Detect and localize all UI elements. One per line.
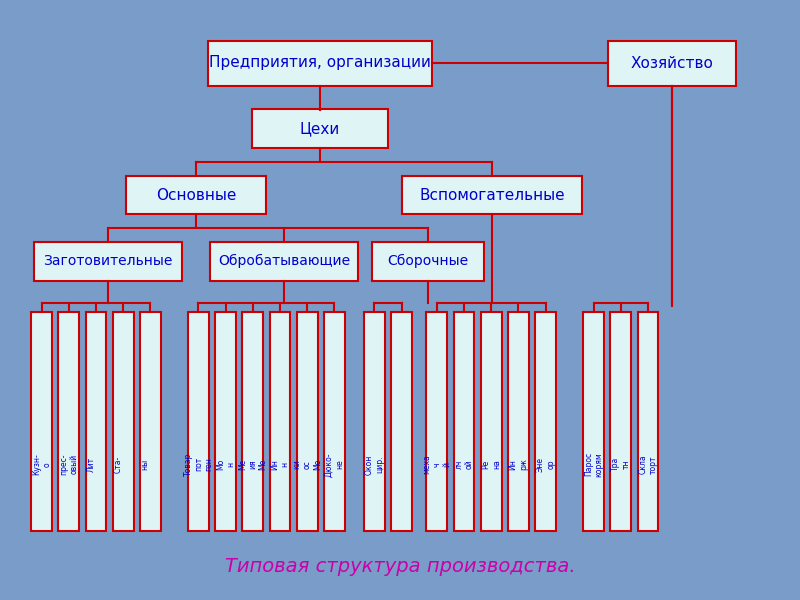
Text: Основные: Основные [156,187,236,202]
Text: Ин
н: Ин н [270,459,290,470]
Text: Ре
на: Ре на [482,460,501,469]
Text: Лит: Лит [86,457,106,472]
Text: лч
ой: лч ой [454,460,474,469]
Text: ны: ны [141,459,160,470]
FancyBboxPatch shape [297,312,318,531]
FancyBboxPatch shape [126,175,266,214]
FancyBboxPatch shape [242,312,263,531]
FancyBboxPatch shape [610,312,631,531]
Text: Товар
пот
ген: Товар пот ген [183,452,214,476]
Text: Хозяйство: Хозяйство [630,55,714,70]
Text: Типовая структура производства.: Типовая структура производства. [225,557,575,577]
FancyBboxPatch shape [508,312,529,531]
FancyBboxPatch shape [391,312,412,531]
FancyBboxPatch shape [638,312,658,531]
Text: Ме
ия
Ме: Ме ия Ме [238,459,268,470]
Text: ки
ос
Ме: ки ос Ме [292,459,322,470]
FancyBboxPatch shape [113,312,134,531]
Text: Ин
рж: Ин рж [509,458,528,470]
FancyBboxPatch shape [364,312,385,531]
FancyBboxPatch shape [372,242,484,280]
Text: Тра
тн: Тра тн [611,457,630,472]
Text: Мо
н: Мо н [216,459,235,470]
FancyBboxPatch shape [86,312,106,531]
FancyBboxPatch shape [454,312,474,531]
FancyBboxPatch shape [252,109,388,148]
Text: Сборочные: Сборочные [387,254,469,268]
FancyBboxPatch shape [188,312,209,531]
Text: Окон
цир.: Окон цир. [365,454,384,475]
FancyBboxPatch shape [34,242,182,280]
Text: Обробатывающие: Обробатывающие [218,254,350,268]
FancyBboxPatch shape [481,312,502,531]
Text: Скла
торт: Скла торт [638,455,658,474]
FancyBboxPatch shape [208,40,432,85]
Text: Дюко-
не: Дюко- не [325,452,344,476]
FancyBboxPatch shape [270,312,290,531]
Text: Ста-: Ста- [114,456,133,473]
FancyBboxPatch shape [583,312,604,531]
FancyBboxPatch shape [210,242,358,280]
Text: Кузн-
о: Кузн- о [32,454,51,475]
FancyBboxPatch shape [215,312,236,531]
Text: Парос
корям: Парос корям [584,452,603,477]
Text: Эне
ор: Эне ор [536,457,555,472]
Text: прес-
овый: прес- овый [59,454,78,475]
FancyBboxPatch shape [58,312,79,531]
FancyBboxPatch shape [535,312,556,531]
FancyBboxPatch shape [324,312,345,531]
FancyBboxPatch shape [402,175,582,214]
Text: Вспомогательные: Вспомогательные [419,187,565,202]
FancyBboxPatch shape [608,40,736,85]
FancyBboxPatch shape [426,312,447,531]
Text: меха
ч
й: меха ч й [422,454,452,474]
FancyBboxPatch shape [140,312,161,531]
FancyBboxPatch shape [31,312,52,531]
Text: Цехи: Цехи [300,121,340,136]
Text: Заготовительные: Заготовительные [43,254,173,268]
Text: Предприятия, организации: Предприятия, организации [209,55,431,70]
